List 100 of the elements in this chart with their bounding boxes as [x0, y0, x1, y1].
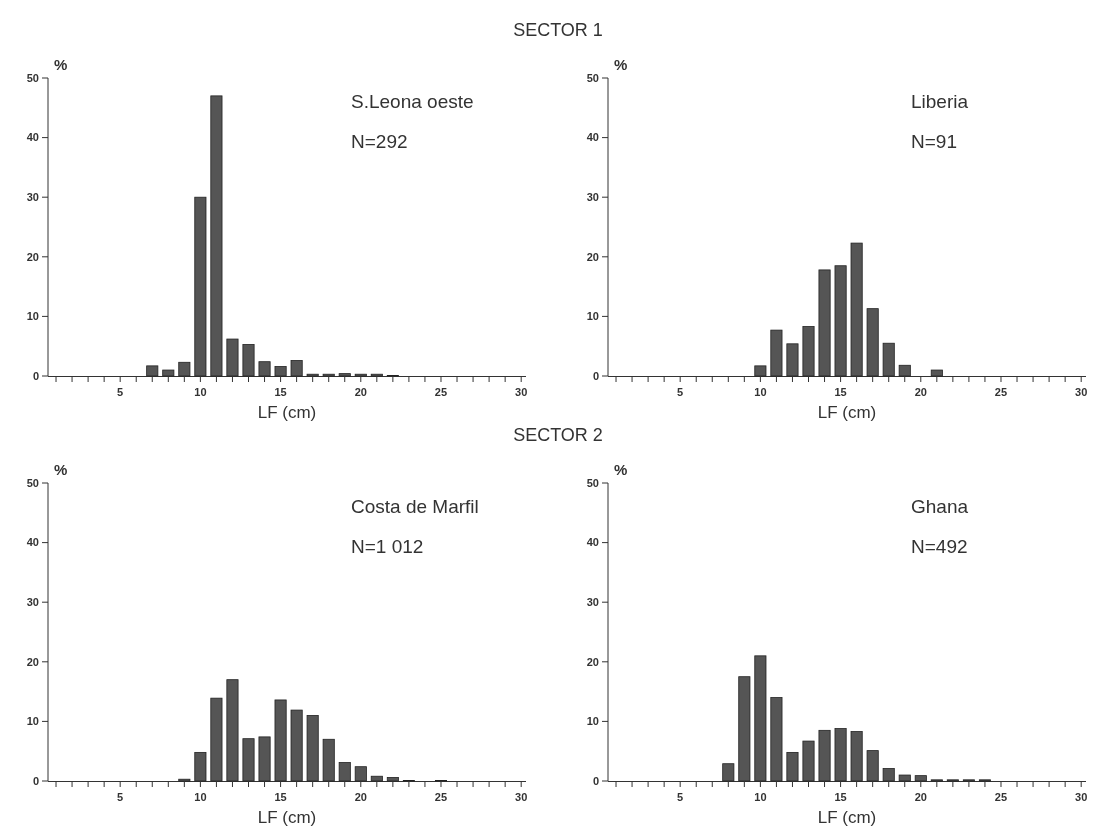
- annotation: S.Leona oeste: [351, 91, 474, 112]
- x-axis-title: LF (cm): [257, 808, 317, 827]
- annotation: N=492: [911, 536, 968, 557]
- y-tick-label: 30: [586, 191, 599, 204]
- bar: [178, 361, 191, 377]
- bar: [882, 342, 895, 377]
- x-tick-label: 25: [994, 386, 1008, 398]
- y-tick-label: 0: [32, 774, 39, 787]
- bar: [786, 751, 799, 782]
- x-tick-label: 10: [194, 386, 207, 398]
- bar: [898, 364, 911, 377]
- bar: [818, 269, 831, 377]
- x-tick-label: 15: [834, 791, 847, 803]
- x-tick-label: 5: [117, 791, 124, 803]
- y-axis-title: %: [54, 56, 68, 73]
- bar: [914, 775, 927, 782]
- bar: [850, 731, 863, 782]
- x-tick-label: 5: [677, 791, 684, 803]
- x-axis-title: LF (cm): [257, 403, 317, 422]
- x-tick-label: 15: [274, 386, 287, 398]
- y-axis-title: %: [614, 461, 628, 478]
- bar: [850, 242, 863, 377]
- x-tick-label: 20: [354, 386, 367, 398]
- y-tick-label: 10: [26, 310, 39, 323]
- bar: [194, 751, 207, 782]
- bar: [338, 762, 351, 782]
- annotation: N=1 012: [351, 536, 424, 557]
- y-tick-label: 40: [26, 131, 39, 144]
- bar: [930, 369, 943, 377]
- bar: [146, 365, 159, 377]
- annotation: Costa de Marfil: [351, 496, 479, 517]
- bar: [274, 699, 287, 782]
- x-tick-label: 20: [914, 791, 927, 803]
- y-tick-label: 40: [586, 131, 599, 144]
- y-tick-label: 30: [26, 596, 39, 609]
- y-tick-label: 30: [586, 596, 599, 609]
- bar: [866, 750, 879, 782]
- y-tick-label: 10: [586, 715, 599, 728]
- bar: [322, 738, 335, 782]
- bar: [818, 729, 831, 782]
- x-tick-label: 25: [994, 791, 1008, 803]
- bar: [290, 709, 303, 782]
- y-tick-label: 40: [586, 536, 599, 549]
- y-tick-label: 0: [592, 774, 599, 787]
- y-axis-title: %: [54, 461, 68, 478]
- x-tick-label: 30: [1075, 386, 1088, 398]
- bar: [834, 728, 847, 782]
- bar: [258, 361, 271, 377]
- y-tick-label: 0: [592, 369, 599, 382]
- x-tick-label: 15: [834, 386, 847, 398]
- y-tick-label: 50: [586, 71, 599, 84]
- bar: [242, 738, 255, 782]
- x-tick-label: 30: [515, 791, 528, 803]
- bar: [882, 768, 895, 782]
- bar: [802, 740, 815, 782]
- x-tick-label: 30: [515, 386, 528, 398]
- annotation: N=91: [911, 131, 957, 152]
- bar: [722, 763, 735, 782]
- y-tick-label: 0: [32, 369, 39, 382]
- y-tick-label: 10: [26, 715, 39, 728]
- bar: [370, 775, 383, 782]
- chart-title: SECTOR 1: [513, 20, 603, 40]
- bar: [290, 360, 303, 377]
- bar: [770, 329, 783, 377]
- bar: [834, 265, 847, 377]
- annotation: N=292: [351, 131, 408, 152]
- bar: [354, 766, 367, 782]
- bar: [162, 369, 175, 377]
- bar: [770, 697, 783, 782]
- y-tick-label: 20: [26, 655, 39, 668]
- bar: [274, 366, 287, 377]
- y-tick-label: 30: [26, 191, 39, 204]
- bar: [226, 338, 239, 377]
- bar: [338, 373, 351, 377]
- x-tick-label: 20: [354, 791, 367, 803]
- bar: [210, 697, 223, 782]
- y-tick-label: 10: [586, 310, 599, 323]
- bar: [242, 344, 255, 377]
- y-tick-label: 20: [26, 250, 39, 263]
- x-tick-label: 25: [434, 791, 448, 803]
- chart-title: SECTOR 2: [513, 425, 603, 445]
- x-axis-title: LF (cm): [817, 403, 877, 422]
- x-axis-title: LF (cm): [817, 808, 877, 827]
- x-tick-label: 20: [914, 386, 927, 398]
- y-tick-label: 20: [586, 655, 599, 668]
- x-tick-label: 10: [754, 791, 767, 803]
- bar: [754, 365, 767, 377]
- bar: [802, 326, 815, 377]
- bar: [258, 736, 271, 782]
- bar: [306, 715, 319, 782]
- x-tick-label: 5: [677, 386, 684, 398]
- x-tick-label: 10: [194, 791, 207, 803]
- x-tick-label: 10: [754, 386, 767, 398]
- y-tick-label: 20: [586, 250, 599, 263]
- annotation: Ghana: [911, 496, 969, 517]
- bar: [210, 95, 223, 377]
- bar: [738, 676, 751, 782]
- x-tick-label: 30: [1075, 791, 1088, 803]
- y-tick-label: 50: [586, 476, 599, 489]
- y-tick-label: 40: [26, 536, 39, 549]
